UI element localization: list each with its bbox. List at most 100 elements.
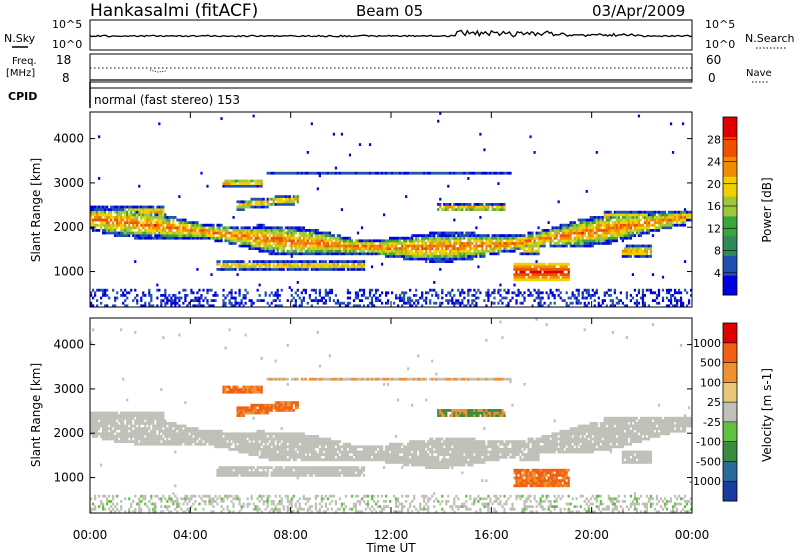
data-cell	[639, 244, 643, 248]
data-cell	[497, 234, 500, 237]
data-cell	[118, 223, 121, 227]
data-cell	[599, 234, 602, 237]
data-cell	[126, 304, 129, 308]
data-cell	[120, 210, 123, 214]
data-cell	[679, 213, 683, 217]
data-cell	[290, 203, 293, 206]
data-cell	[633, 210, 637, 214]
data-cell	[605, 218, 608, 222]
data-cell	[593, 236, 596, 240]
data-cell	[473, 299, 476, 302]
data-cell	[244, 268, 247, 271]
data-cell	[477, 203, 480, 206]
data-cell	[236, 179, 239, 183]
data-cell	[447, 234, 450, 237]
data-cell	[186, 234, 189, 237]
data-cell	[196, 437, 199, 441]
data-cell	[160, 216, 163, 219]
data-cell	[571, 239, 574, 243]
data-cell	[140, 416, 143, 420]
data-cell	[507, 239, 510, 243]
data-cell	[649, 255, 653, 258]
data-cell	[553, 278, 556, 282]
data-cell	[625, 296, 628, 300]
colorbar-tick-label: 24	[707, 156, 721, 169]
data-cell	[521, 252, 524, 256]
data-cell	[128, 416, 131, 420]
data-cell	[447, 244, 450, 248]
data-cell	[511, 239, 514, 243]
data-cell	[457, 299, 460, 302]
data-cell	[647, 244, 651, 248]
data-cell	[322, 231, 325, 235]
data-cell	[146, 427, 149, 430]
data-cell	[176, 497, 179, 501]
data-cell	[168, 435, 171, 438]
data-cell	[174, 422, 177, 425]
data-cell	[96, 411, 99, 415]
data-cell	[348, 244, 352, 248]
data-cell	[501, 249, 504, 253]
data-cell	[296, 239, 299, 243]
data-cell	[290, 197, 293, 201]
data-cell	[290, 268, 293, 271]
data-cell	[457, 236, 460, 240]
data-cell	[150, 437, 153, 441]
data-cell	[96, 208, 99, 211]
data-cell	[112, 424, 115, 428]
data-cell	[138, 234, 141, 237]
data-cell	[146, 231, 149, 235]
data-cell	[234, 234, 237, 237]
data-cell	[547, 268, 550, 271]
data-cell	[523, 249, 526, 253]
data-cell	[292, 304, 295, 308]
data-cell	[609, 223, 612, 227]
data-cell	[332, 244, 336, 248]
data-cell	[178, 429, 181, 433]
data-cell	[519, 247, 522, 250]
data-cell	[158, 205, 161, 209]
data-cell	[621, 216, 624, 219]
data-cell	[561, 231, 564, 235]
data-cell	[166, 432, 169, 436]
data-cell	[541, 268, 544, 271]
data-cell	[274, 236, 277, 240]
data-cell	[184, 226, 187, 230]
data-cell	[264, 226, 267, 230]
data-cell	[411, 249, 414, 253]
data-cell	[94, 210, 97, 214]
data-cell	[637, 249, 641, 253]
data-cell	[194, 435, 197, 438]
data-cell	[106, 205, 109, 209]
data-cell	[332, 262, 336, 266]
data-cell	[397, 242, 400, 245]
data-cell	[509, 244, 512, 248]
data-cell	[649, 213, 653, 217]
data-cell	[429, 255, 432, 258]
data-cell	[150, 411, 153, 415]
data-cell	[354, 291, 358, 295]
data-cell	[248, 203, 251, 206]
data-cell	[222, 288, 225, 292]
data-cell	[537, 244, 540, 248]
data-cell	[419, 255, 422, 258]
data-cell	[110, 500, 113, 503]
data-cell	[411, 257, 414, 261]
data-cell	[519, 273, 522, 276]
data-cell	[140, 510, 143, 514]
data-cell	[667, 291, 671, 295]
data-cell	[156, 304, 159, 308]
data-cell	[198, 231, 201, 235]
data-cell	[294, 304, 297, 308]
data-cell	[643, 304, 647, 308]
data-cell	[481, 203, 484, 206]
data-cell	[164, 435, 167, 438]
data-cell	[272, 226, 275, 230]
data-cell	[152, 427, 155, 430]
data-cell	[128, 223, 131, 227]
data-cell	[128, 422, 131, 425]
data-cell	[134, 213, 137, 217]
data-cell	[407, 171, 410, 175]
data-cell	[102, 223, 105, 227]
data-cell	[519, 278, 522, 282]
